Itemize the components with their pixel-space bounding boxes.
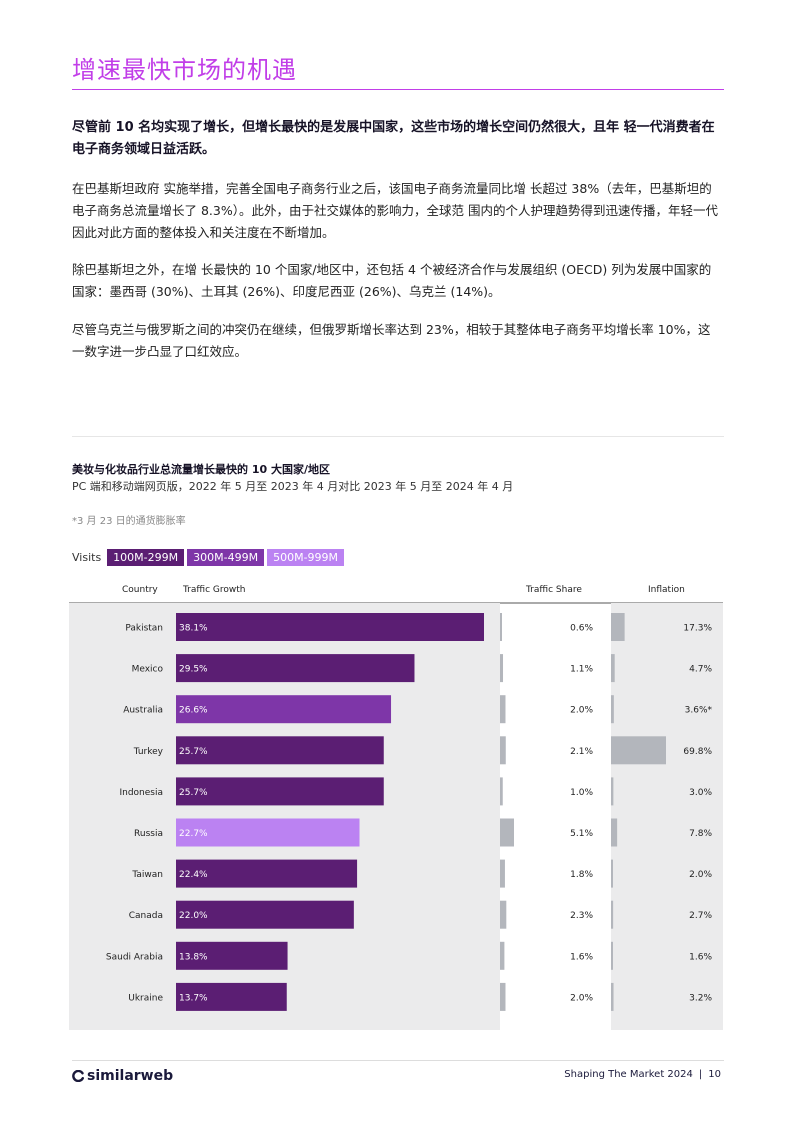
inflation-bar-ukraine <box>611 982 614 1011</box>
growth-bar-pakistan <box>176 613 484 641</box>
country-label-mexico: Mexico <box>132 665 164 675</box>
legend-item-500m-999m: 500M-999M <box>267 548 345 566</box>
share-bar-saudi-arabia <box>500 941 505 970</box>
footer-divider <box>72 1060 724 1061</box>
inflation-label-australia: 3.6%* <box>685 706 713 716</box>
inflation-bar-mexico <box>611 654 615 683</box>
inflation-bar-canada <box>611 900 614 929</box>
inflation-bar-saudi-arabia <box>611 941 613 970</box>
country-label-indonesia: Indonesia <box>119 788 163 798</box>
growth-bar-taiwan <box>176 859 358 888</box>
page-title: 增速最快市场的机遇 <box>72 56 297 84</box>
inflation-bar-russia <box>611 818 618 847</box>
inflation-label-russia: 7.8% <box>689 829 712 839</box>
growth-label-indonesia: 25.7% <box>179 788 208 798</box>
share-bar-ukraine <box>500 982 506 1011</box>
inflation-bar-turkey <box>611 736 666 765</box>
share-label-pakistan: 0.6% <box>570 624 593 634</box>
legend-item-300m-499m: 300M-499M <box>187 548 265 566</box>
country-label-saudi-arabia: Saudi Arabia <box>106 952 163 962</box>
similarweb-logo-icon <box>72 1070 84 1082</box>
growth-label-ukraine: 13.7% <box>179 993 208 1003</box>
share-bar-taiwan <box>500 859 505 888</box>
country-label-australia: Australia <box>123 706 163 716</box>
growth-bar-saudi-arabia <box>176 941 288 970</box>
share-bar-canada <box>500 900 507 929</box>
inflation-panel <box>611 603 723 1030</box>
growth-label-turkey: 25.7% <box>179 747 208 757</box>
body-paragraph-3: 尽管乌克兰与俄罗斯之间的冲突仍在继续，但俄罗斯增长率达到 23%，相较于其整体电… <box>72 322 711 359</box>
title-divider <box>72 89 724 90</box>
page-number: 10 <box>708 1069 721 1080</box>
growth-label-pakistan: 38.1% <box>179 624 208 634</box>
growth-label-saudi-arabia: 13.8% <box>179 952 208 962</box>
logo-text: similarweb <box>87 1068 174 1084</box>
inflation-bar-taiwan <box>611 859 613 888</box>
share-label-mexico: 1.1% <box>570 665 593 675</box>
growth-bar-ukraine <box>176 982 287 1011</box>
legend-label: Visits <box>72 550 102 564</box>
share-bar-indonesia <box>500 777 503 806</box>
inflation-label-mexico: 4.7% <box>689 665 712 675</box>
growth-bar-russia <box>176 818 360 847</box>
lead-paragraph: 尽管前 10 名均实现了增长，但增长最快的是发展中国家，这些市场的增长空间仍然很… <box>72 120 715 157</box>
share-label-turkey: 2.1% <box>570 747 593 757</box>
similarweb-logo: similarweb <box>72 1066 173 1086</box>
growth-label-taiwan: 22.4% <box>179 870 208 880</box>
body-paragraph-2: 除巴基斯坦之外，在增 长最快的 10 个国家/地区中，还包括 4 个被经济合作与… <box>72 262 712 299</box>
column-header-country: Country <box>122 585 158 595</box>
body-paragraph-1: 在巴基斯坦政府 实施举措，完善全国电子商务行业之后，该国电子商务流量同比增 长超… <box>72 181 718 240</box>
share-label-indonesia: 1.0% <box>570 788 593 798</box>
share-label-canada: 2.3% <box>570 911 593 921</box>
growth-bar-mexico <box>176 654 415 683</box>
share-bar-russia <box>500 818 514 847</box>
share-label-australia: 2.0% <box>570 706 593 716</box>
share-bar-pakistan <box>500 613 502 641</box>
share-bar-australia <box>500 695 506 724</box>
section-divider <box>72 436 724 437</box>
growth-bar-turkey <box>176 736 384 765</box>
share-label-russia: 5.1% <box>570 829 593 839</box>
inflation-label-indonesia: 3.0% <box>689 788 712 798</box>
country-label-taiwan: Taiwan <box>131 870 163 880</box>
inflation-bar-indonesia <box>611 777 614 806</box>
share-label-saudi-arabia: 1.6% <box>570 952 593 962</box>
legend-item-100m-299m: 100M-299M <box>107 548 185 566</box>
inflation-label-canada: 2.7% <box>689 911 712 921</box>
chart-legend: Visits 100M-299M 300M-499M 500M-999M <box>72 548 347 566</box>
growth-label-russia: 22.7% <box>179 829 208 839</box>
inflation-bar-pakistan <box>611 613 625 641</box>
footer-info: Shaping The Market 2024 | 10 <box>564 1069 721 1080</box>
inflation-label-pakistan: 17.3% <box>683 624 712 634</box>
growth-bar-australia <box>176 695 392 724</box>
country-label-pakistan: Pakistan <box>125 624 163 634</box>
country-label-canada: Canada <box>129 911 163 921</box>
report-name: Shaping The Market 2024 <box>564 1069 693 1080</box>
column-header-traffic-growth: Traffic Growth <box>183 585 246 595</box>
inflation-label-turkey: 69.8% <box>683 747 712 757</box>
share-label-ukraine: 2.0% <box>570 993 593 1003</box>
country-label-turkey: Turkey <box>133 747 164 757</box>
growth-label-mexico: 29.5% <box>179 665 208 675</box>
chart-subtitle: PC 端和移动端网页版，2022 年 5 月至 2023 年 4 月对比 202… <box>72 480 514 493</box>
inflation-label-ukraine: 3.2% <box>689 993 712 1003</box>
chart-footnote: *3 月 23 日的通货膨胀率 <box>72 516 186 527</box>
growth-bar-indonesia <box>176 777 384 806</box>
column-header-inflation: Inflation <box>648 585 685 595</box>
footer-separator: | <box>698 1069 703 1080</box>
inflation-bar-australia <box>611 695 614 724</box>
country-label-ukraine: Ukraine <box>128 993 163 1003</box>
column-header-traffic-share: Traffic Share <box>526 585 582 595</box>
share-bar-turkey <box>500 736 506 765</box>
share-label-taiwan: 1.8% <box>570 870 593 880</box>
growth-label-australia: 26.6% <box>179 706 208 716</box>
inflation-label-taiwan: 2.0% <box>689 870 712 880</box>
growth-bar-canada <box>176 900 354 929</box>
chart-title: 美妆与化妆品行业总流量增长最快的 10 大国家/地区 <box>72 463 330 476</box>
share-bar-mexico <box>500 654 504 683</box>
country-label-russia: Russia <box>134 829 163 839</box>
inflation-label-saudi-arabia: 1.6% <box>689 952 712 962</box>
growth-label-canada: 22.0% <box>179 911 208 921</box>
